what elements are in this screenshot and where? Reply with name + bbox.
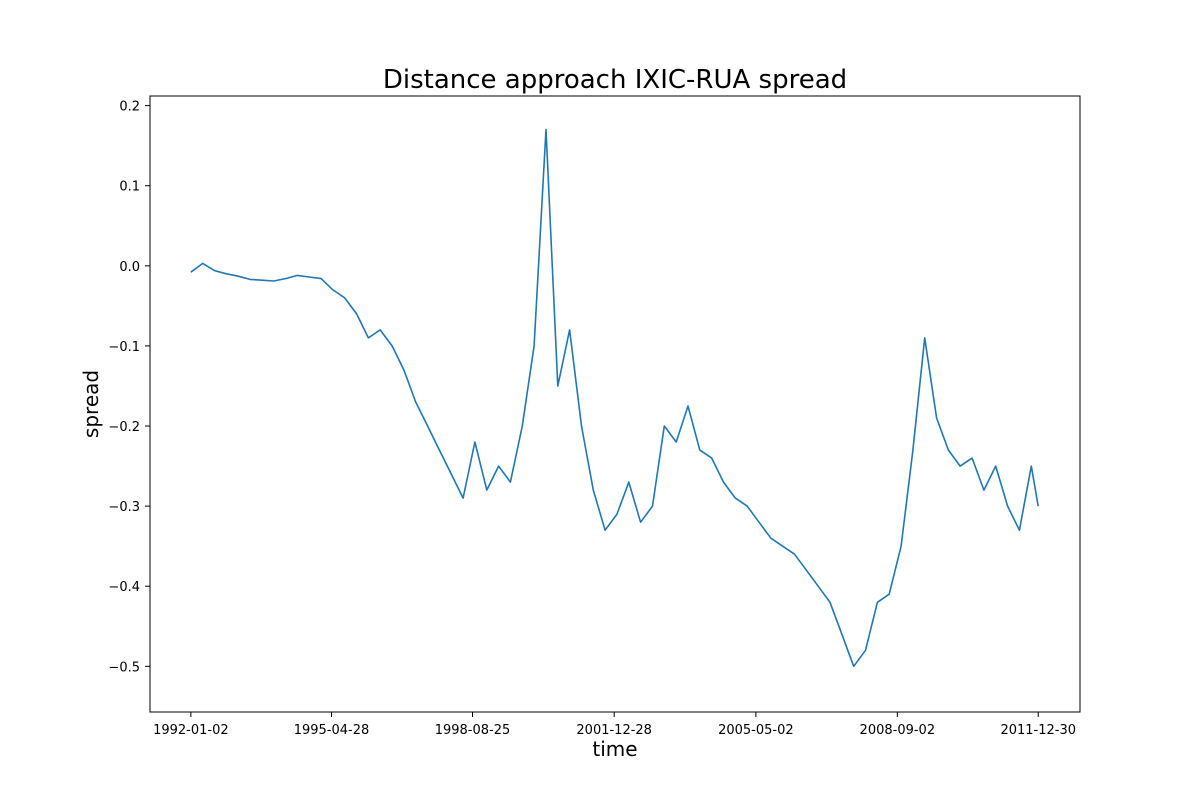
x-tick-label: 2008-09-02 xyxy=(860,723,936,738)
x-tick-label: 2005-05-02 xyxy=(718,723,794,738)
y-tick-label: −0.3 xyxy=(108,500,140,515)
x-axis-ticks: 1992-01-02 1995-04-28 1998-08-25 2001-12-28… xyxy=(153,712,1076,738)
y-axis-ticks: 0.2 0.1 0.0 −0.1 −0.2 −0.3 −0.4 −0.5 xyxy=(108,100,150,675)
x-tick-label: 1998-08-25 xyxy=(435,723,511,738)
x-tick-label: 1995-04-28 xyxy=(294,723,370,738)
x-tick-label: 2011-12-30 xyxy=(1000,723,1076,738)
y-tick-label: 0.1 xyxy=(119,180,140,195)
plot-area-frame xyxy=(149,95,1081,713)
y-tick-label: 0.2 xyxy=(119,100,140,115)
x-tick-label: 2001-12-28 xyxy=(576,723,652,738)
y-tick-label: −0.5 xyxy=(108,660,140,675)
chart-title: Distance approach IXIC-RUA spread xyxy=(383,65,847,95)
y-axis-label: spread xyxy=(79,370,103,438)
y-tick-label: −0.1 xyxy=(108,340,140,355)
y-tick-label: −0.4 xyxy=(108,580,140,595)
x-axis-label: time xyxy=(592,737,637,761)
spread-series-line xyxy=(190,128,1039,668)
y-tick-label: −0.2 xyxy=(108,420,140,435)
y-tick-label: 0.0 xyxy=(119,260,140,275)
x-tick-label: 1992-01-02 xyxy=(153,723,229,738)
